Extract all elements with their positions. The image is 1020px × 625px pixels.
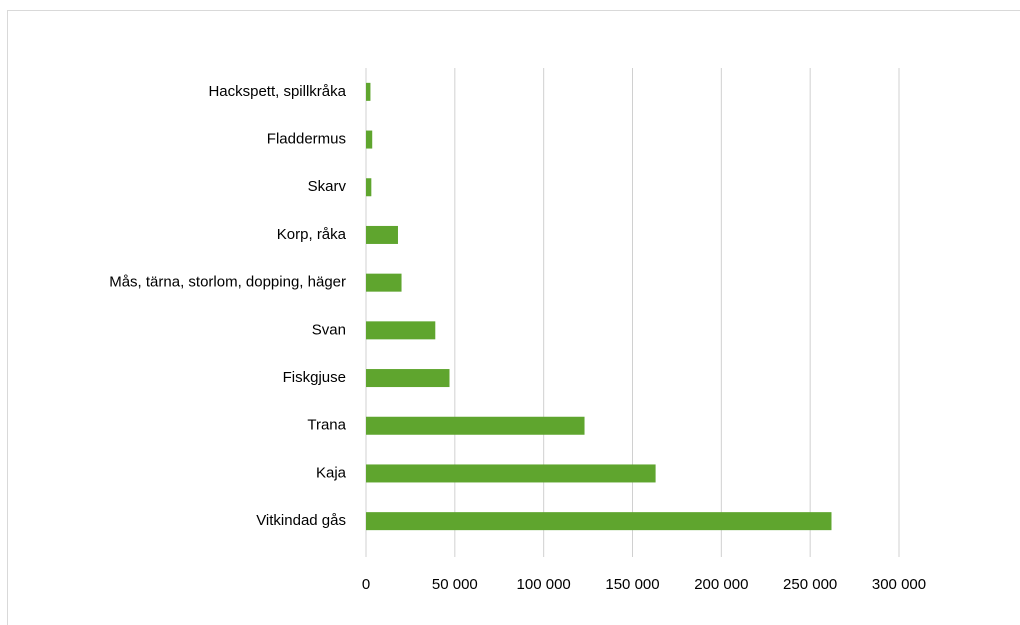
x-tick-label: 100 000 <box>517 576 571 593</box>
bar <box>366 512 832 531</box>
bar <box>366 464 656 483</box>
y-tick-label: Skarv <box>308 178 347 195</box>
bar <box>366 225 398 244</box>
bar <box>366 130 373 149</box>
y-tick-label: Fladdermus <box>267 131 346 148</box>
bar <box>366 273 402 292</box>
y-tick-label: Fiskgjuse <box>283 369 346 386</box>
y-tick-label: Vitkindad gås <box>256 512 346 529</box>
y-tick-label: Korp, råka <box>277 226 347 243</box>
y-tick-label: Hackspett, spillkråka <box>208 83 346 100</box>
bar <box>366 369 450 388</box>
x-tick-label: 150 000 <box>605 576 659 593</box>
x-tick-label: 50 000 <box>432 576 478 593</box>
bar <box>366 178 372 197</box>
y-tick-label: Trana <box>307 417 346 434</box>
y-tick-label: Mås, tärna, storlom, dopping, häger <box>109 274 346 291</box>
bar <box>366 321 436 340</box>
y-tick-label: Kaja <box>316 464 347 481</box>
y-tick-label: Svan <box>312 321 346 338</box>
x-tick-label: 200 000 <box>694 576 748 593</box>
bar <box>366 416 585 435</box>
chart-frame <box>7 10 1020 625</box>
bar <box>366 82 371 101</box>
x-tick-label: 0 <box>362 576 370 593</box>
x-tick-label: 250 000 <box>783 576 837 593</box>
x-tick-label: 300 000 <box>872 576 926 593</box>
